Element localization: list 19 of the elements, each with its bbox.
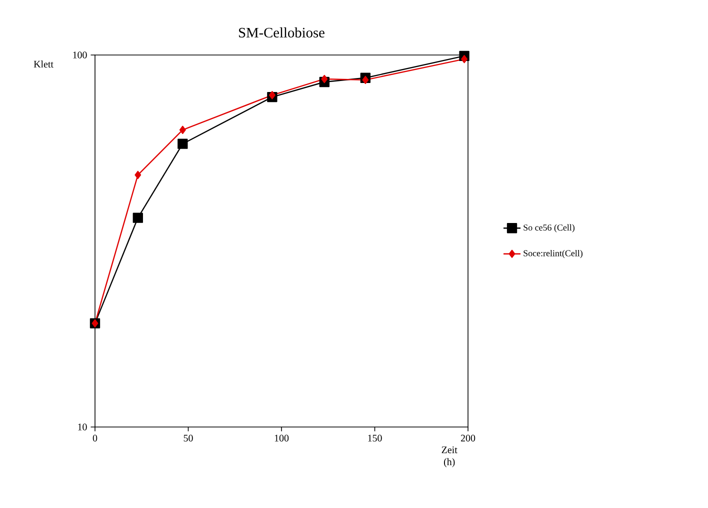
point bbox=[268, 91, 276, 100]
legend-label: So ce56 (Cell) bbox=[524, 224, 574, 232]
y-axis-title: Klett bbox=[34, 60, 54, 68]
y-tick-label: 10 bbox=[78, 424, 87, 430]
x-tick-label: 150 bbox=[368, 434, 382, 442]
x-tick-label: 50 bbox=[184, 434, 193, 442]
x-tick-label: 200 bbox=[460, 434, 476, 442]
point bbox=[362, 76, 369, 84]
point bbox=[132, 212, 143, 223]
point bbox=[178, 138, 188, 149]
point bbox=[321, 74, 328, 84]
legend-label: Soce:relint(Cell) bbox=[524, 250, 582, 258]
point bbox=[461, 55, 468, 64]
x-tick-label: 0 bbox=[92, 434, 98, 442]
chart-title: SM-Cellobiose bbox=[239, 27, 324, 38]
point bbox=[134, 170, 142, 180]
point bbox=[179, 126, 186, 134]
x-axis-title: Zeit (h) bbox=[442, 446, 458, 468]
x-tick-label: 100 bbox=[274, 434, 289, 442]
